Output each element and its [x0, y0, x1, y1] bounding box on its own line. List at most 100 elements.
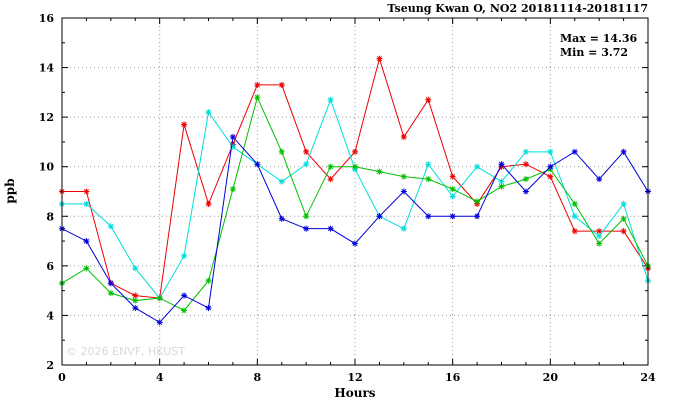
- y-tick-label: 12: [39, 111, 54, 124]
- plot-border: [61, 17, 649, 366]
- point-marker: [83, 188, 90, 195]
- x-tick-label: 0: [58, 371, 66, 384]
- point-marker: [376, 168, 383, 175]
- point-marker: [620, 200, 627, 207]
- y-tick-label: 6: [46, 260, 54, 273]
- y-tick-label: 8: [46, 210, 54, 223]
- point-marker: [254, 94, 261, 101]
- point-marker: [571, 200, 578, 207]
- point-marker: [620, 228, 627, 235]
- point-marker: [303, 225, 310, 232]
- point-marker: [205, 277, 212, 284]
- point-marker: [547, 173, 554, 180]
- point-marker: [596, 233, 603, 240]
- x-tick-label: 4: [156, 371, 164, 384]
- point-marker: [132, 297, 139, 304]
- point-marker: [474, 163, 481, 170]
- max-value-label: Max = 14.36: [560, 32, 638, 45]
- point-marker: [425, 96, 432, 103]
- point-marker: [278, 178, 285, 185]
- x-tick-label: 8: [254, 371, 262, 384]
- y-tick-label: 14: [39, 62, 55, 75]
- point-marker: [596, 176, 603, 183]
- point-marker: [156, 295, 163, 302]
- point-marker: [327, 163, 334, 170]
- series-day-4-blue: [59, 133, 651, 326]
- point-marker: [449, 213, 456, 220]
- point-marker: [107, 223, 114, 230]
- point-marker: [205, 200, 212, 207]
- point-marker: [474, 198, 481, 205]
- point-marker: [181, 307, 188, 314]
- point-marker: [327, 96, 334, 103]
- point-marker: [571, 148, 578, 155]
- chart-title: Tseung Kwan O, NO2 20181114-20181117: [387, 2, 648, 15]
- point-marker: [229, 133, 236, 140]
- y-tick-label: 2: [46, 359, 54, 372]
- point-marker: [205, 304, 212, 311]
- x-tick-label: 12: [347, 371, 362, 384]
- point-marker: [376, 213, 383, 220]
- point-marker: [181, 292, 188, 299]
- point-marker: [278, 215, 285, 222]
- point-marker: [449, 186, 456, 193]
- min-value-label: Min = 3.72: [560, 46, 628, 59]
- gridlines: [62, 18, 648, 365]
- watermark: © 2026 ENVF, HKUST: [66, 345, 185, 358]
- point-marker: [303, 148, 310, 155]
- point-marker: [181, 121, 188, 128]
- point-marker: [132, 265, 139, 272]
- point-marker: [156, 319, 163, 326]
- point-marker: [83, 265, 90, 272]
- point-marker: [303, 161, 310, 168]
- point-marker: [425, 161, 432, 168]
- point-marker: [205, 109, 212, 116]
- point-marker: [571, 228, 578, 235]
- point-marker: [620, 215, 627, 222]
- point-marker: [596, 240, 603, 247]
- point-marker: [352, 240, 358, 247]
- point-marker: [571, 213, 578, 220]
- point-marker: [522, 188, 529, 195]
- point-marker: [620, 148, 627, 155]
- x-tick-label: 20: [543, 371, 559, 384]
- y-tick-label: 16: [39, 12, 55, 25]
- point-marker: [107, 280, 114, 287]
- point-marker: [83, 200, 90, 207]
- point-marker: [107, 290, 114, 297]
- point-marker: [229, 186, 236, 193]
- point-marker: [498, 161, 505, 168]
- y-tick-label: 4: [46, 309, 54, 322]
- point-marker: [400, 188, 407, 195]
- y-axis-label: ppb: [3, 178, 17, 203]
- point-marker: [278, 148, 285, 155]
- point-marker: [400, 133, 407, 140]
- point-marker: [400, 225, 407, 232]
- point-marker: [547, 148, 554, 155]
- point-marker: [327, 176, 334, 183]
- point-marker: [474, 213, 481, 220]
- point-marker: [425, 176, 432, 183]
- point-marker: [425, 213, 432, 220]
- x-tick-label: 16: [445, 371, 461, 384]
- point-marker: [352, 163, 358, 170]
- y-tick-label: 10: [39, 161, 55, 174]
- point-marker: [547, 163, 554, 170]
- point-marker: [278, 81, 285, 88]
- point-marker: [449, 193, 456, 200]
- point-marker: [498, 183, 505, 190]
- point-marker: [254, 161, 261, 168]
- point-marker: [352, 148, 358, 155]
- x-axis-label: Hours: [334, 386, 375, 400]
- point-marker: [132, 304, 139, 311]
- point-marker: [376, 55, 383, 62]
- point-marker: [327, 225, 334, 232]
- point-marker: [400, 173, 407, 180]
- point-marker: [303, 213, 310, 220]
- point-marker: [522, 176, 529, 183]
- point-marker: [181, 252, 188, 259]
- point-marker: [83, 238, 90, 245]
